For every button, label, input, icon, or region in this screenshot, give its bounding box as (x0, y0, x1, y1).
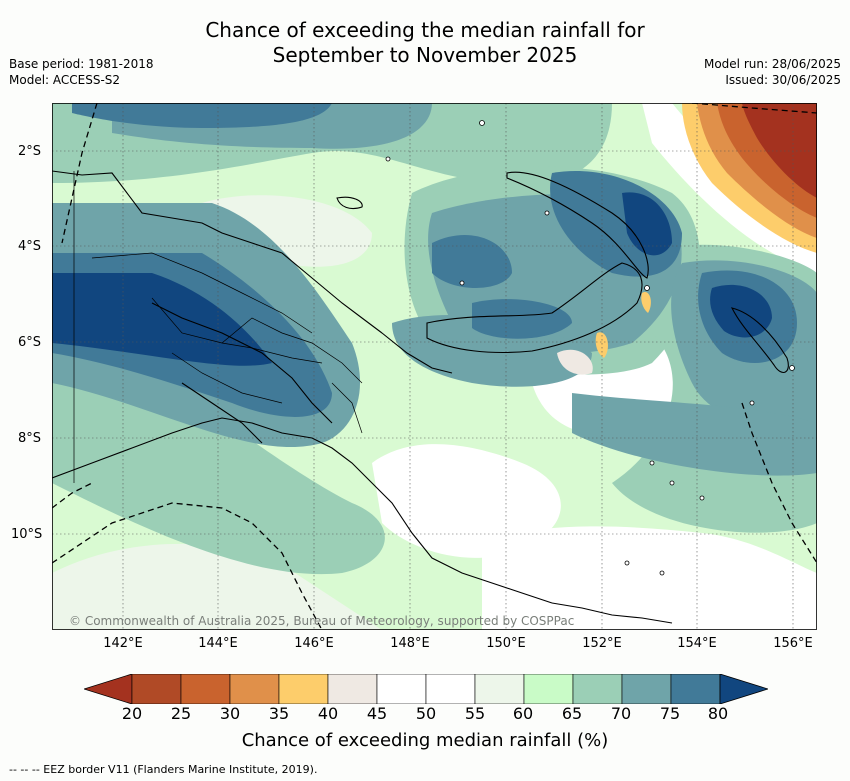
lon-tick-156e: 156°E (773, 636, 813, 651)
colorbar-segment (572, 674, 623, 704)
cb-tick-25: 25 (170, 704, 192, 723)
contour-70-75-se (572, 393, 817, 476)
lon-tick-152e: 152°E (582, 636, 622, 651)
coastlines (52, 170, 789, 624)
cb-tick-80: 80 (707, 704, 729, 723)
contour-55-60 (52, 543, 382, 630)
lon-tick-150e: 150°E (486, 636, 526, 651)
colorbar (84, 674, 768, 704)
colorbar-segment (670, 674, 721, 704)
contour-80plus-ne (622, 192, 672, 256)
lat-tick-2s: 2°S (18, 144, 42, 159)
title-line-1: Chance of exceeding the median rainfall … (205, 18, 645, 42)
eez-legend: -- -- -- EEZ border V11 (Flanders Marine… (9, 763, 318, 776)
colorbar-segment (474, 674, 525, 704)
lon-tick-142e: 142°E (103, 636, 143, 651)
cb-tick-35: 35 (268, 704, 290, 723)
cb-tick-20: 20 (121, 704, 143, 723)
contour-20-25 (742, 103, 817, 198)
contour-white-central (372, 444, 561, 558)
lon-tick-144e: 144°E (198, 636, 238, 651)
colorbar-segment (376, 674, 427, 704)
cb-tick-55: 55 (464, 704, 486, 723)
province-borders (73, 171, 363, 483)
contour-75-80-central (432, 234, 512, 288)
cb-tick-45: 45 (366, 704, 388, 723)
contour-dry-spot-3 (557, 349, 593, 375)
map-title: Chance of exceeding the median rainfall … (0, 18, 850, 68)
map-frame (52, 103, 817, 630)
colorbar-segment (229, 674, 280, 704)
contour-75-80-n (72, 103, 332, 128)
contour-75-80-mid (472, 299, 572, 339)
base-period: Base period: 1981-2018 (9, 57, 154, 71)
cb-tick-70: 70 (610, 704, 632, 723)
rainfall-map (52, 103, 817, 630)
cb-tick-40: 40 (317, 704, 339, 723)
lat-tick-6s: 6°S (18, 335, 42, 350)
lat-tick-8s: 8°S (18, 431, 42, 446)
cb-tick-75: 75 (659, 704, 681, 723)
lat-tick-4s: 4°S (18, 239, 42, 254)
issued-date: Issued: 30/06/2025 (725, 73, 841, 87)
colorbar-segment (327, 674, 378, 704)
colorbar-segment (425, 674, 476, 704)
gridlines (52, 103, 817, 630)
cb-tick-60: 60 (512, 704, 534, 723)
contour-dry-spot-1 (641, 292, 651, 313)
cb-tick-30: 30 (219, 704, 241, 723)
run-info: Model run: 28/06/2025 Issued: 30/06/2025 (704, 56, 841, 88)
colorbar-segment (523, 674, 574, 704)
cb-tick-50: 50 (415, 704, 437, 723)
copyright-notice: © Commonwealth of Australia 2025, Bureau… (69, 614, 575, 628)
colorbar-label: Chance of exceeding median rainfall (%) (241, 730, 609, 751)
lat-tick-10s: 10°S (11, 527, 43, 542)
lon-tick-154e: 154°E (677, 636, 717, 651)
lon-tick-146e: 146°E (294, 636, 334, 651)
contour-80plus-w (52, 273, 272, 366)
title-line-2: September to November 2025 (272, 43, 578, 67)
lon-tick-148e: 148°E (390, 636, 430, 651)
colorbar-segment (131, 674, 182, 704)
colorbar-segment (180, 674, 231, 704)
contour-white-se (612, 583, 817, 630)
model-run: Model run: 28/06/2025 (703, 57, 841, 71)
contour-dry-spot-2 (595, 332, 608, 358)
colorbar-extend-high (719, 674, 768, 704)
colorbar-segment (621, 674, 672, 704)
eez-borders (52, 103, 817, 630)
colorbar-extend-low (84, 674, 133, 704)
small-islands (385, 120, 795, 576)
colorbar-segment (278, 674, 329, 704)
model-name: Model: ACCESS-S2 (9, 73, 121, 87)
model-info: Base period: 1981-2018 Model: ACCESS-S2 (9, 56, 154, 88)
cb-tick-65: 65 (561, 704, 583, 723)
